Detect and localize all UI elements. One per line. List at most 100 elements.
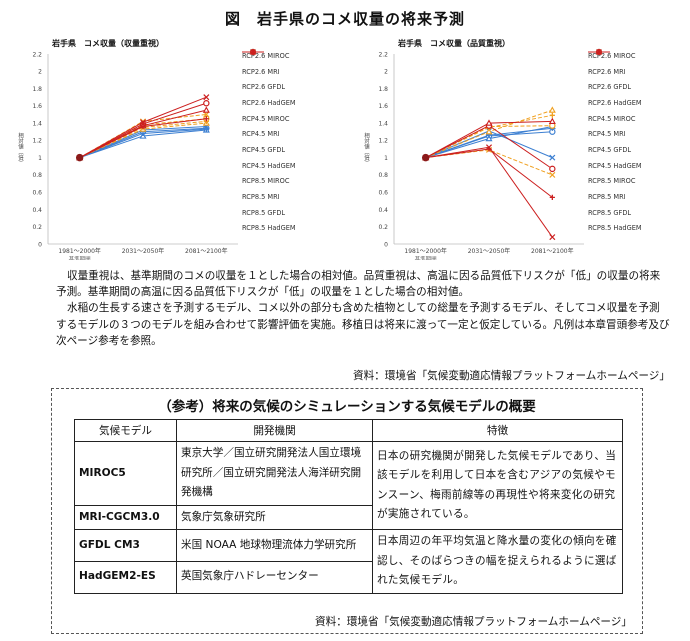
legend-item: RCP8.5 MRI [588, 48, 688, 205]
description-paragraph: 収量重視は、基準期間のコメの収量を１とした場合の相対値。品質重視は、高温に因る品… [56, 270, 661, 299]
y-tick-label: 1 [38, 155, 42, 162]
table-row: MRI-CGCM3.0 気象庁気象研究所 [74, 504, 623, 530]
legend-label: RCP4.5 MIROC [242, 114, 290, 123]
chart-yield-priority: 0 0.2 0.4 0.6 0.8 1 1.2 1.4 1.6 1.8 2 2.2 相対値（倍） 1981… [2, 34, 342, 260]
legend-item: RCP8.5 GFDL [588, 49, 688, 221]
data-point [139, 119, 147, 126]
x-tick-label: 2031～2050年 [122, 247, 165, 255]
model-developer: 米国 NOAA 地球物理流体力学研究所 [176, 529, 373, 562]
x-axis-label: 基準期間 [415, 255, 438, 260]
chart-title: 岩手県 コメ収量（品質重視） [398, 39, 510, 48]
data-point [140, 123, 146, 130]
reference-title: （参考）将来の気候のシミュレーションする気候モデルの概要 [158, 399, 536, 415]
y-tick-label: 0.4 [378, 207, 388, 214]
legend-label: RCP4.5 HadGEM [588, 161, 642, 170]
legend-label: RCP2.6 MRI [242, 67, 280, 76]
legend-label: RCP8.5 GFDL [242, 208, 286, 217]
x-tick-label: 1981～2000年 [404, 247, 447, 255]
y-tick-label: 0.6 [32, 189, 42, 196]
legend-item: RCP8.5 HadGEM [242, 49, 342, 237]
legend-label: RCP2.6 MIROC [242, 51, 290, 60]
data-point [548, 106, 556, 113]
reference-source-note: 資料：環境省「気候変動適応情報プラットフォームホームページ」 [315, 616, 632, 628]
legend-item: RCP4.5 GFDL [242, 49, 342, 158]
y-tick-label: 0.8 [32, 172, 42, 179]
y-tick-label: 0 [38, 241, 42, 248]
column-header: 気候モデル [74, 419, 177, 442]
x-tick-label: 2031～2050年 [468, 247, 511, 255]
legend-item: RCP4.5 HadGEM [242, 49, 342, 174]
data-point [549, 234, 556, 241]
legend-item: RCP2.6 HadGEM [242, 49, 342, 111]
data-point [485, 119, 493, 126]
data-point [485, 127, 493, 135]
legend-item: RCP8.5 MIROC [588, 48, 688, 190]
y-tick-label: 0.6 [378, 189, 388, 196]
data-point [203, 116, 209, 122]
data-point [548, 117, 556, 124]
legend-label: RCP4.5 HadGEM [242, 161, 296, 170]
legend-swatch [588, 49, 610, 55]
legend-label: RCP2.6 MRI [588, 67, 626, 76]
legend-item: RCP4.5 MRI [242, 48, 342, 142]
legend-item: RCP2.6 GFDL [588, 49, 688, 95]
y-axis-label: 相対値（倍） [363, 131, 370, 165]
source-note: 資料：環境省「気候変動適応情報プラットフォームホームページ」 [353, 370, 670, 382]
legend-swatch [242, 49, 264, 55]
y-tick-label: 2 [38, 69, 42, 76]
data-point [203, 126, 209, 132]
model-feature: 日本周辺の年平均気温と降水量の変化の傾向を確認し、そのばらつきの幅を捉えられるよ… [372, 529, 623, 594]
legend-item: RCP2.6 GFDL [242, 49, 342, 95]
reference-box: （参考）将来の気候のシミュレーションする気候モデルの概要 気候モデル 開発機関 … [51, 388, 643, 634]
baseline-point [421, 153, 430, 162]
data-point [549, 165, 556, 173]
legend-label: RCP8.5 MRI [588, 193, 626, 202]
data-point [250, 49, 256, 55]
series-line [425, 146, 553, 238]
legend-label: RCP8.5 MIROC [588, 177, 636, 186]
model-name: MRI-CGCM3.0 [74, 504, 177, 530]
legend-item: RCP4.5 MIROC [242, 48, 342, 127]
legend-item: RCP4.5 HadGEM [588, 49, 688, 174]
data-point [549, 194, 555, 200]
series-line [425, 149, 553, 176]
column-header: 開発機関 [176, 419, 373, 442]
data-point [202, 106, 210, 113]
y-tick-label: 0.2 [378, 224, 388, 231]
chart-plot-area: 0 0.2 0.4 0.6 0.8 1 1.2 1.4 1.6 1.8 2 2.2 相対値（倍） 1981… [363, 51, 584, 260]
legend-label: RCP8.5 HadGEM [588, 224, 642, 233]
legend-label: RCP2.6 GFDL [242, 83, 286, 92]
model-name: HadGEM2-ES [74, 560, 177, 594]
model-name: GFDL CM3 [74, 529, 177, 562]
legend-label: RCP4.5 MIROC [588, 114, 636, 123]
data-point [486, 146, 492, 152]
legend-item: RCP2.6 MRI [242, 48, 342, 80]
y-tick-label: 1.2 [32, 138, 42, 145]
y-tick-label: 1.8 [378, 86, 388, 93]
chart-plot-area: 0 0.2 0.4 0.6 0.8 1 1.2 1.4 1.6 1.8 2 2.2 相対値（倍） 1981… [17, 51, 238, 260]
legend-label: RCP4.5 GFDL [588, 145, 632, 154]
legend-label: RCP4.5 GFDL [242, 145, 286, 154]
model-name: MIROC5 [74, 441, 177, 506]
data-point [596, 49, 602, 55]
legend-item: RCP2.6 HadGEM [588, 49, 688, 111]
legend-item: RCP2.6 MRI [588, 48, 688, 80]
data-point [549, 112, 555, 118]
y-tick-label: 1.4 [378, 120, 388, 127]
chart-legend: RCP2.6 MIROC RCP2.6 MRI RCP2.6 GFDL RCP2.6 … [588, 48, 688, 236]
y-tick-label: 1.6 [378, 103, 388, 110]
figure-title: 図 岩手県のコメ収量の将来予測 [224, 10, 465, 28]
legend-item: RCP4.5 GFDL [588, 49, 688, 158]
legend-label: RCP8.5 MIROC [242, 177, 290, 186]
y-tick-label: 1 [384, 155, 388, 162]
data-point [485, 134, 493, 142]
data-point [549, 171, 556, 178]
chart-title: 岩手県 コメ収量（収量重視） [52, 39, 164, 48]
legend-item: RCP4.5 MIROC [588, 48, 688, 127]
y-tick-label: 0 [384, 241, 388, 248]
x-tick-label: 2081～2100年 [185, 247, 228, 255]
y-axis-label: 相対値（倍） [17, 131, 24, 165]
table-row: GFDL CM3 米国 NOAA 地球物理流体力学研究所 日本周辺の年平均気温と… [74, 529, 623, 594]
model-developer: 気象庁気象研究所 [176, 504, 373, 530]
legend-label: RCP8.5 GFDL [588, 208, 632, 217]
